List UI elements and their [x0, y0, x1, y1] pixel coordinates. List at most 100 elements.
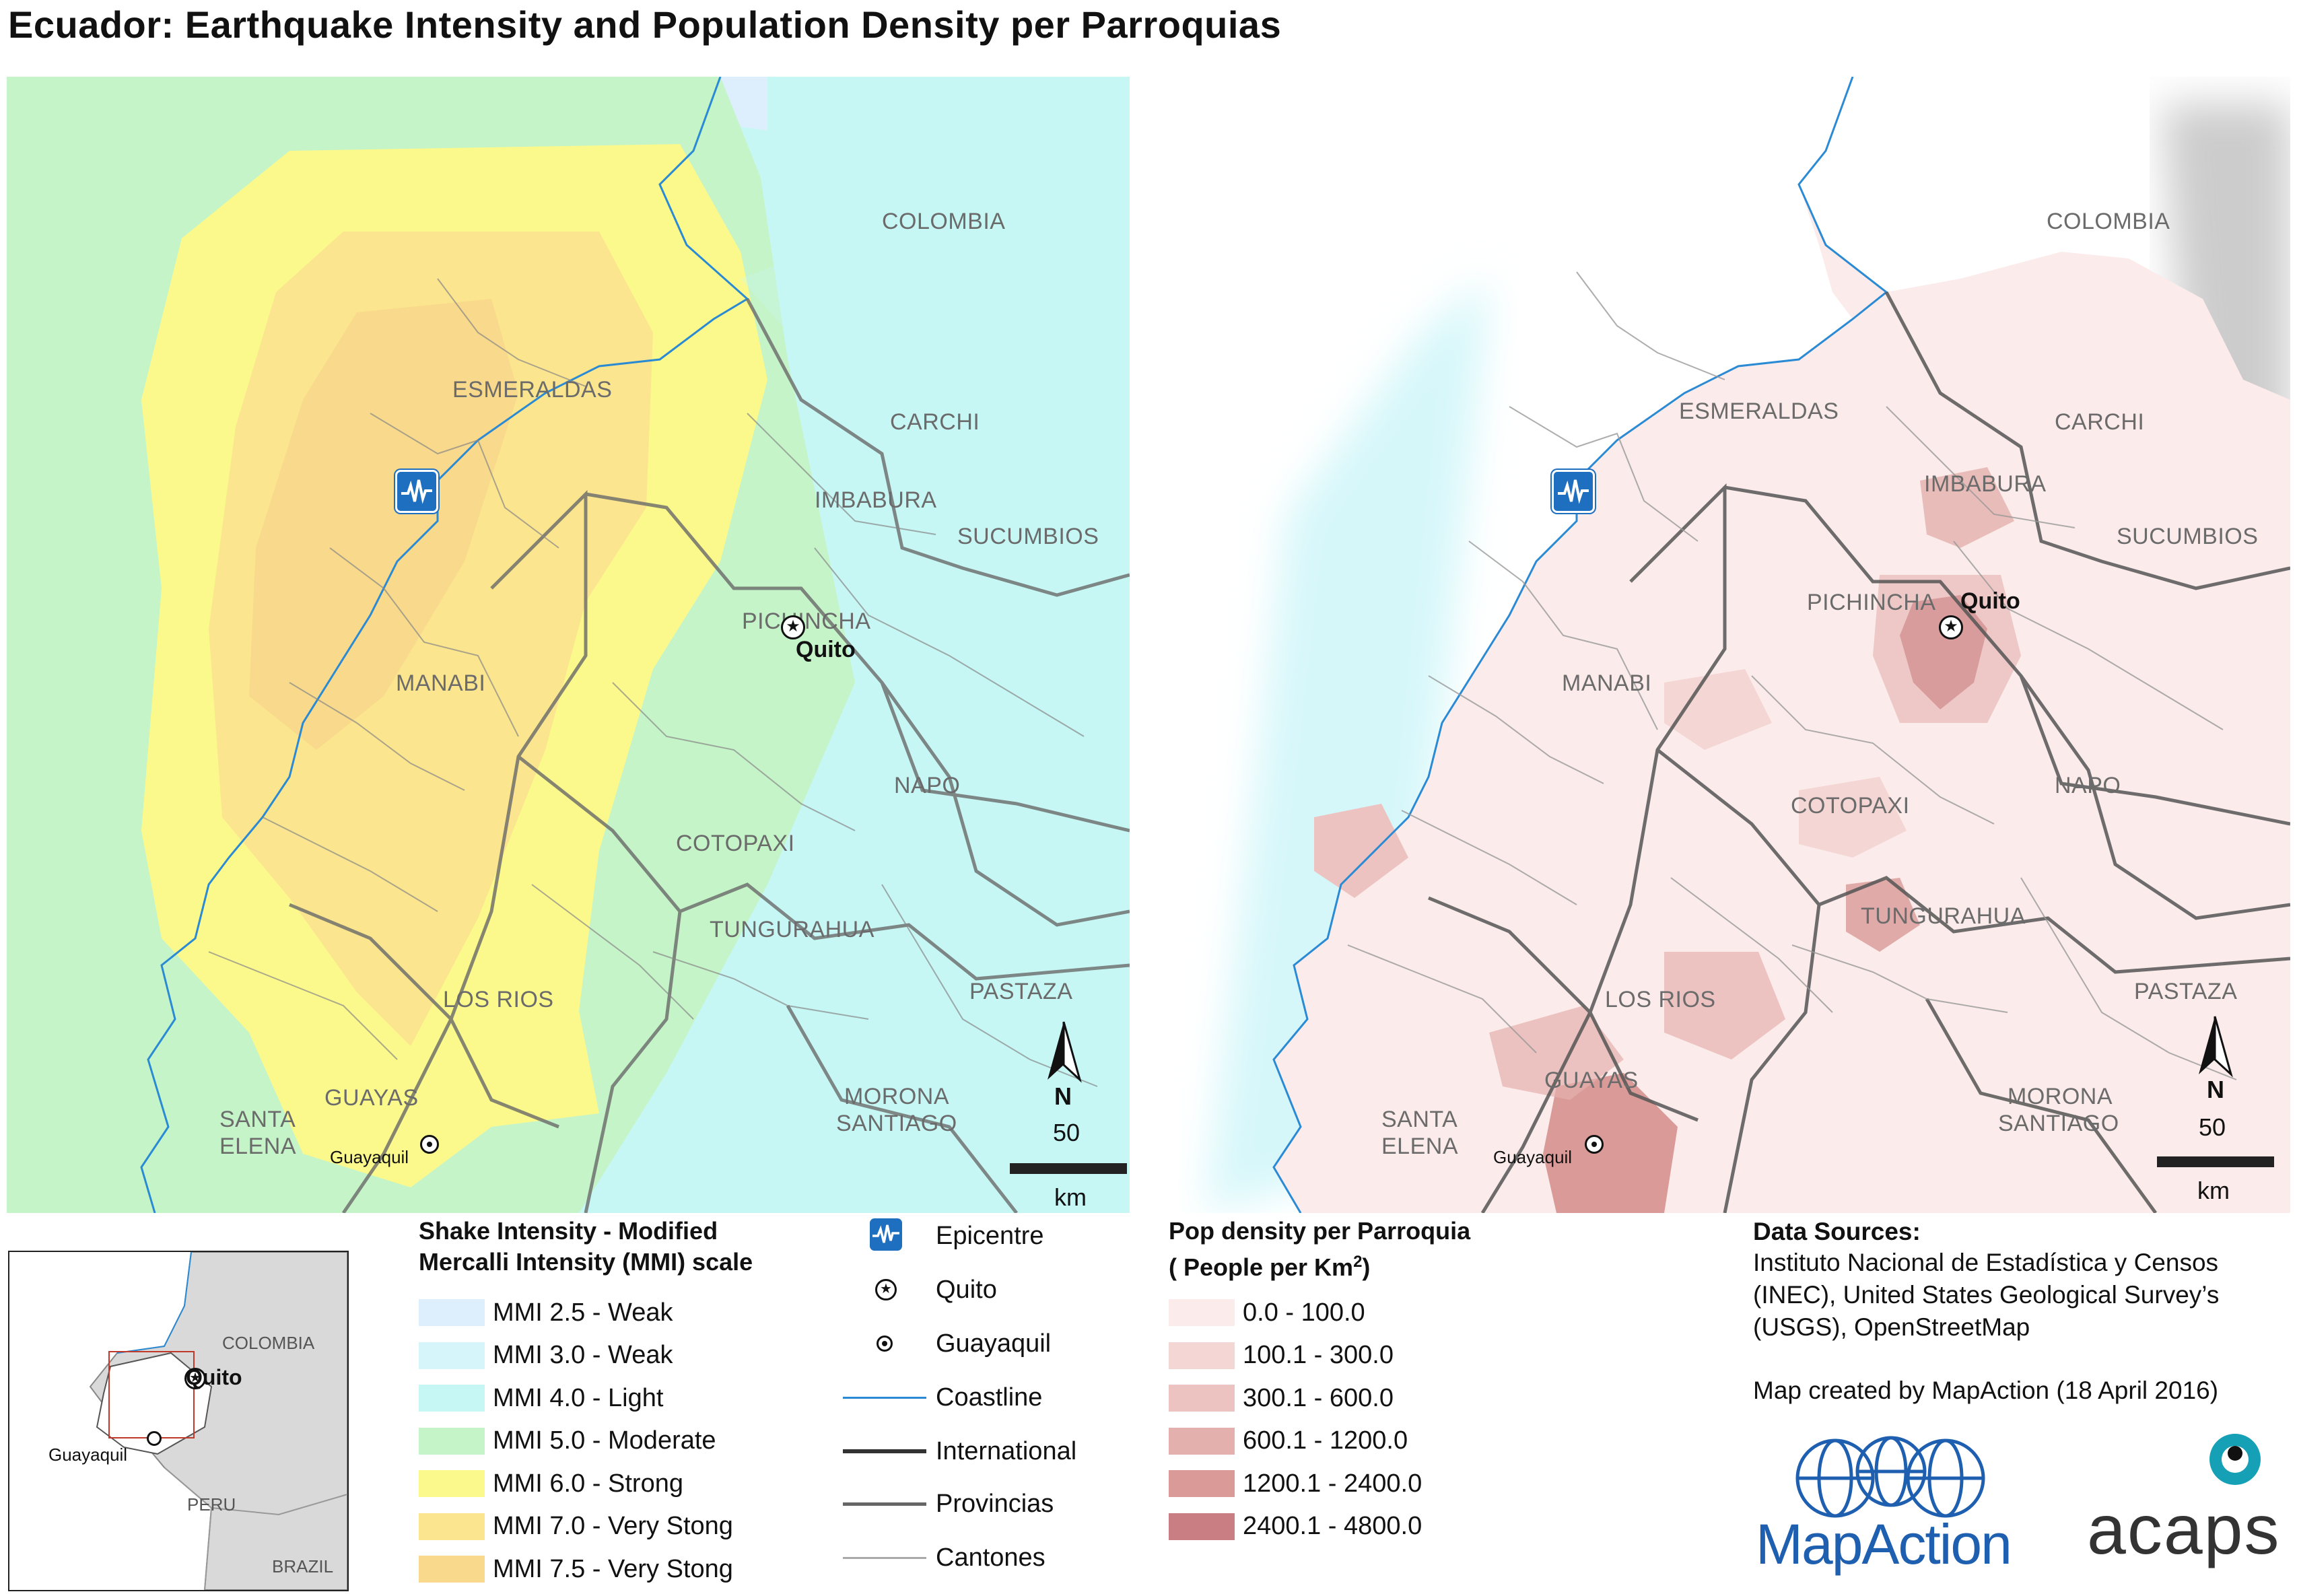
north-label: N	[2207, 1076, 2224, 1103]
shake-legend-swatch	[419, 1342, 485, 1369]
legend-epicentre-label: Epicentre	[936, 1221, 1044, 1250]
shake-legend-swatch	[419, 1513, 485, 1540]
sources-line-1: Instituto Nacional de Estadística y Cens…	[1753, 1249, 2219, 1276]
label-pastaza: PASTAZA	[2134, 979, 2238, 1004]
pop-legend-item: 0.0 - 100.0	[1169, 1296, 1365, 1329]
label-esmeraldas: ESMERALDAS	[1679, 398, 1839, 424]
pop-legend-label: 1200.1 - 2400.0	[1243, 1469, 1422, 1498]
label-imbabura: IMBABURA	[1924, 471, 2047, 497]
scale-unit: km	[1054, 1183, 1087, 1211]
colombia-land	[741, 164, 1130, 508]
pop-legend-label: 2400.1 - 4800.0	[1243, 1512, 1422, 1540]
coastline-line	[843, 1397, 926, 1399]
scale-bar	[1010, 1163, 1127, 1174]
sources-line-3: (USGS), OpenStreetMap	[1753, 1313, 2030, 1341]
canton-lines	[208, 278, 1098, 1087]
label-cotopaxi: COTOPAXI	[1791, 793, 1910, 819]
mapaction-globe-logo	[1793, 1431, 1989, 1529]
shake-legend-label: MMI 5.0 - Moderate	[493, 1426, 716, 1455]
city-dot-icon	[877, 1335, 893, 1352]
pop-legend-item: 300.1 - 600.0	[1169, 1382, 1394, 1414]
legend-cantones: Cantones	[835, 1537, 1045, 1578]
epicentre-icon	[870, 1218, 902, 1251]
label-santa-elena-1: SANTA	[1381, 1107, 1458, 1132]
density-tungurahua	[1846, 878, 1920, 952]
shake-legend-swatch	[419, 1385, 485, 1412]
inset-label-brazil: BRAZIL	[272, 1556, 334, 1576]
pop-legend-label: 300.1 - 600.0	[1243, 1383, 1394, 1412]
legend-coastline-label: Coastline	[936, 1383, 1043, 1412]
shake-legend-label: MMI 7.0 - Very Stong	[493, 1512, 733, 1540]
label-napo: NAPO	[894, 773, 961, 798]
shake-legend-label: MMI 4.0 - Light	[493, 1383, 664, 1412]
pop-legend-swatch	[1169, 1342, 1235, 1369]
shake-legend-title-1: Shake Intensity - Modified	[419, 1217, 718, 1245]
pop-legend-title-sup: 2	[1353, 1253, 1363, 1271]
shake-legend-item: MMI 6.0 - Strong	[419, 1467, 683, 1500]
label-morona-2: SANTIAGO	[836, 1111, 957, 1136]
pop-legend-label: 100.1 - 300.0	[1243, 1341, 1394, 1369]
city-quito: Quito	[1960, 588, 2020, 614]
pop-legend-title-1: Pop density per Parroquia	[1169, 1217, 1471, 1245]
label-santa-elena-1: SANTA	[219, 1107, 296, 1132]
shake-legend-item: MMI 7.5 - Very Stong	[419, 1553, 733, 1585]
map-credit: Map created by MapAction (18 April 2016)	[1753, 1377, 2219, 1404]
label-pastaza: PASTAZA	[969, 979, 1073, 1004]
label-tungurahua: TUNGURAHUA	[710, 917, 875, 942]
label-morona-2: SANTIAGO	[1998, 1111, 2119, 1136]
scale-value: 50	[2199, 1113, 2226, 1141]
pop-legend-swatch	[1169, 1385, 1235, 1412]
label-guayas: GUAYAS	[1544, 1068, 1639, 1093]
scale-value: 50	[1053, 1119, 1081, 1146]
epicentre-icon	[395, 470, 438, 513]
shake-intensity-map[interactable]: COLOMBIA ESMERALDAS CARCHI IMBABURA SUCU…	[7, 77, 1130, 1213]
density-losrios	[1664, 952, 1785, 1060]
scale-bar	[2157, 1156, 2274, 1167]
population-density-map[interactable]: COLOMBIA ESMERALDAS CARCHI IMBABURA SUCU…	[1153, 77, 2290, 1213]
inset-label-colombia: COLOMBIA	[222, 1333, 315, 1353]
shake-legend-item: MMI 5.0 - Moderate	[419, 1425, 716, 1457]
inset-map[interactable]: COLOMBIA PERU BRAZIL ★ Quito Guayaquil	[8, 1251, 349, 1591]
pop-legend-label: 600.1 - 1200.0	[1243, 1426, 1408, 1455]
label-morona-1: MORONA	[2008, 1084, 2113, 1109]
canton-lines	[1347, 271, 2237, 1080]
shake-legend-swatch	[419, 1299, 485, 1326]
legend-quito-label: Quito	[936, 1275, 997, 1304]
inset-ecuador	[96, 1352, 213, 1455]
label-sucumbios: SUCUMBIOS	[957, 524, 1099, 549]
pop-legend-title-prefix: ( People per Km	[1169, 1253, 1354, 1281]
quito-star-icon: ★	[1939, 615, 1963, 639]
pop-legend-item: 600.1 - 1200.0	[1169, 1425, 1408, 1457]
inset-label-peru: PERU	[187, 1494, 236, 1515]
label-manabi: MANABI	[396, 670, 486, 696]
pop-legend-title-suffix: )	[1362, 1253, 1371, 1281]
capital-star-icon: ★	[875, 1279, 897, 1300]
legend-quito: ★ Quito	[835, 1270, 997, 1310]
label-napo: NAPO	[2055, 773, 2121, 798]
legend-coastline: Coastline	[835, 1377, 1042, 1418]
coastline	[1272, 77, 1888, 1213]
shake-legend-label: MMI 3.0 - Weak	[493, 1341, 673, 1369]
shake-legend-label: MMI 6.0 - Strong	[493, 1469, 683, 1498]
inset-quito-star-icon: ★	[184, 1368, 206, 1389]
pop-legend-title-2: ( People per Km2)	[1169, 1247, 1370, 1283]
pop-legend-item: 2400.1 - 4800.0	[1169, 1511, 1422, 1543]
shake-legend-item: MMI 2.5 - Weak	[419, 1296, 673, 1329]
pop-legend-swatch	[1169, 1299, 1235, 1326]
pop-legend-label: 0.0 - 100.0	[1243, 1298, 1365, 1327]
province-lines	[1428, 291, 2290, 1213]
label-sucumbios: SUCUMBIOS	[2117, 524, 2259, 549]
international-line	[843, 1449, 926, 1453]
shake-legend-item: MMI 4.0 - Light	[419, 1382, 663, 1414]
label-colombia: COLOMBIA	[2047, 209, 2170, 234]
guayaquil-dot-icon	[1585, 1135, 1604, 1154]
shake-legend-item: MMI 7.0 - Very Stong	[419, 1511, 733, 1543]
pop-legend-swatch	[1169, 1513, 1235, 1540]
inset-guayaquil-dot-icon	[147, 1431, 162, 1446]
city-quito: Quito	[796, 637, 856, 662]
label-santa-elena-2: ELENA	[219, 1134, 296, 1159]
inset-label-quito: Quito	[186, 1365, 242, 1389]
density-guayas	[1489, 1006, 1624, 1100]
quito-star-icon: ★	[781, 615, 805, 639]
legend-provincias-label: Provincias	[936, 1489, 1054, 1518]
